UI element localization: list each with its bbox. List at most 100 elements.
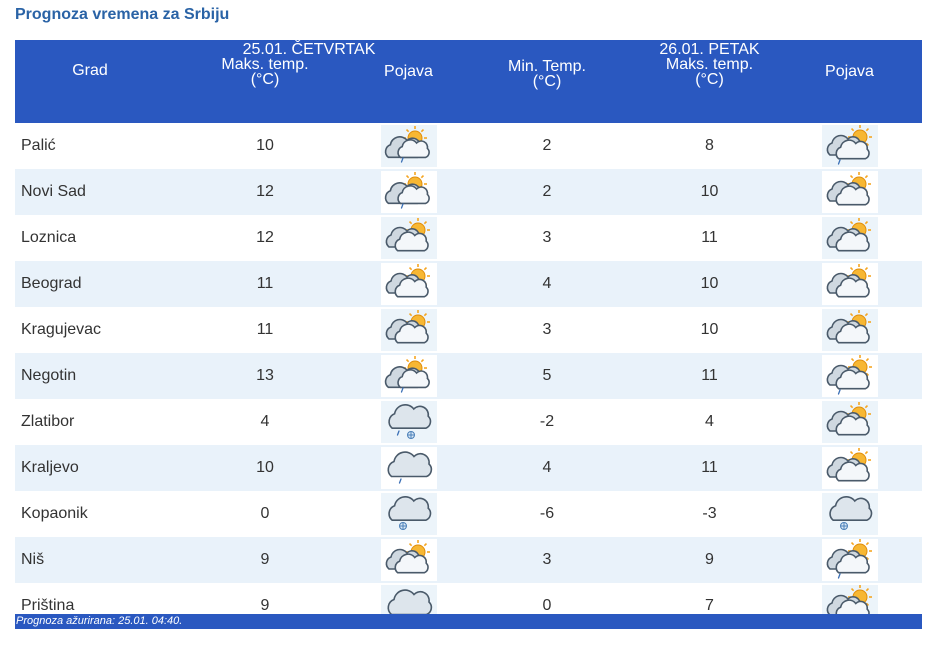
day2-pojava-cell [777,445,922,491]
day1-pojava-cell [365,123,452,169]
day1-max-temp: 11 [165,261,365,307]
day2-max-temp: -3 [642,491,777,537]
day2-weather-icon-box [821,125,878,167]
day2-min-temp: 4 [452,445,642,491]
day2-max-temp: 10 [642,169,777,215]
day2-max-temp: 9 [642,537,777,583]
day1-max-temp: 12 [165,215,365,261]
forecast-table: Grad 25.01. ČETVRTAK Maks. temp. (°C) Po… [15,40,922,629]
day1-weather-icon-box [380,217,437,259]
table-row: Zlatibor 4 -2 4 [15,399,922,445]
day2-min-temp: -2 [452,399,642,445]
sun-clouds-drizzle-icon [826,355,872,395]
sun-cloud-drizzle-icon [384,356,430,393]
table-row: Novi Sad 12 2 10 [15,169,922,215]
city-name: Novi Sad [15,169,165,215]
day1-max-temp: 0 [165,491,365,537]
table-row: Niš 9 3 9 [15,537,922,583]
day1-max-temp: 10 [165,445,365,491]
table-row: Palić 10 2 8 [15,123,922,169]
day2-min-temp: 3 [452,215,642,261]
day1-max-temp: 4 [165,399,365,445]
day2-min-temp: 4 [452,261,642,307]
day1-pojava-cell [365,537,452,583]
day1-weather-icon-box [380,401,437,443]
day1-pojava-cell [365,169,452,215]
table-row: Negotin 13 5 11 [15,353,922,399]
footer-updated-text: Prognoza ažurirana: 25.01. 04:40. [16,615,183,627]
city-name: Kraljevo [15,445,165,491]
header-day1-max-unit: (°C) [250,71,280,88]
sun-clouds-icon [385,264,430,298]
header-day1-date: 25.01. ČETVRTAK [242,41,376,58]
day2-weather-icon-box [821,447,878,489]
day2-max-temp: 8 [642,123,777,169]
day2-pojava-cell [777,307,922,353]
cloud-drizzle-icon [387,451,432,484]
cloud-snow-icon [828,496,872,530]
day2-max-temp: 10 [642,307,777,353]
header-day1-max-label: Maks. temp. [221,56,309,73]
day1-weather-icon-box [380,355,437,397]
day1-weather-icon-box [380,263,437,305]
day1-weather-icon-box [380,493,437,535]
city-name: Negotin [15,353,165,399]
day2-pojava-cell [777,261,922,307]
footer-bar: Prognoza ažurirana: 25.01. 04:40. [15,614,922,629]
day2-pojava-cell [777,215,922,261]
sun-clouds-icon [826,402,871,436]
header-day2-min-unit: (°C) [532,73,562,90]
sun-clouds-icon [826,448,871,482]
sun-clouds-icon [826,172,871,206]
table-row: Loznica 12 3 11 [15,215,922,261]
header-day2-max-temp: 26.01. PETAK Maks. temp. (°C) [642,40,777,123]
day1-pojava-cell [365,491,452,537]
city-name: Kragujevac [15,307,165,353]
day1-pojava-cell [365,353,452,399]
city-name: Palić [15,123,165,169]
day1-max-temp: 13 [165,353,365,399]
day1-pojava-cell [365,445,452,491]
day2-max-temp: 11 [642,215,777,261]
day2-weather-icon-box [821,355,878,397]
day2-min-temp: 3 [452,537,642,583]
sun-clouds-icon [826,310,871,344]
day2-pojava-cell [777,399,922,445]
page-title: Prognoza vremena za Srbiju [15,6,230,23]
table-row: Kraljevo 10 4 11 [15,445,922,491]
table-row: Kopaonik 0 -6 -3 [15,491,922,537]
day2-weather-icon-box [821,217,878,259]
day2-max-temp: 4 [642,399,777,445]
day2-pojava-cell [777,169,922,215]
city-name: Niš [15,537,165,583]
day1-weather-icon-box [380,309,437,351]
cloud-rain-snow-icon [387,404,431,439]
header-grad: Grad [15,40,165,123]
city-name: Kopaonik [15,491,165,537]
day1-weather-icon-box [380,125,437,167]
day2-weather-icon-box [821,585,878,627]
city-name: Loznica [15,215,165,261]
day2-min-temp: 5 [452,353,642,399]
day2-max-temp: 11 [642,353,777,399]
sun-clouds-icon [385,310,430,344]
day2-pojava-cell [777,537,922,583]
day1-weather-icon-box [380,539,437,581]
table-header-row: Grad 25.01. ČETVRTAK Maks. temp. (°C) Po… [15,40,922,123]
day2-weather-icon-box [821,263,878,305]
sun-clouds-icon [385,218,430,252]
day2-min-temp: 2 [452,123,642,169]
header-day1-pojava: Pojava [365,40,452,123]
day2-min-temp: 3 [452,307,642,353]
day2-weather-icon-box [821,493,878,535]
day1-weather-icon-box [380,171,437,213]
day1-pojava-cell [365,261,452,307]
day2-weather-icon-box [821,401,878,443]
day2-pojava-cell [777,491,922,537]
header-day2-pojava: Pojava [777,40,922,123]
sun-clouds-icon [826,264,871,298]
header-day2-min-label: Min. Temp. [508,58,586,75]
sun-clouds-drizzle-icon [826,539,872,579]
sun-cloud-drizzle-icon [384,126,430,163]
day1-pojava-cell [365,307,452,353]
